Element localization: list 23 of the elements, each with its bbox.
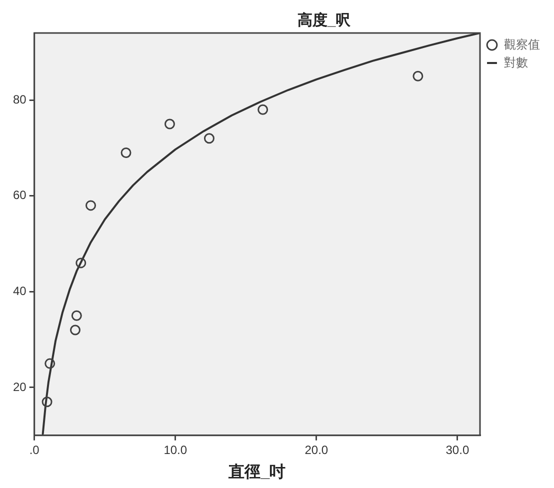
- x-tick-label: 20.0: [304, 442, 328, 457]
- y-tick-label: 40: [12, 284, 27, 298]
- y-tick-label: 80: [12, 92, 27, 106]
- point: [71, 310, 82, 321]
- x-tick-label: .0: [29, 442, 40, 457]
- point: [258, 104, 268, 115]
- chart-title: 高度_呎: [297, 11, 352, 30]
- x-axis-title: 直徑_吋: [228, 462, 286, 481]
- point: [42, 396, 52, 408]
- point: [204, 133, 214, 144]
- legend-label: 對數: [504, 55, 528, 70]
- point: [44, 358, 56, 369]
- point: [70, 324, 80, 336]
- point: [120, 148, 132, 158]
- x-tick-label: 10.0: [164, 442, 188, 457]
- point: [86, 200, 96, 211]
- point: [76, 258, 86, 268]
- y-tick-label: 60: [12, 188, 27, 202]
- point: [164, 118, 175, 130]
- y-tick-label: 20: [12, 380, 27, 394]
- x-tick-label: 30.0: [446, 442, 470, 457]
- legend-label: 觀察值: [504, 37, 540, 52]
- point: [412, 70, 424, 82]
